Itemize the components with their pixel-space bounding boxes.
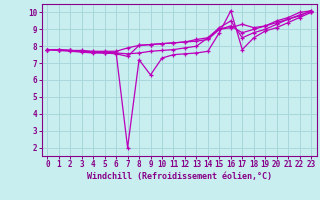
X-axis label: Windchill (Refroidissement éolien,°C): Windchill (Refroidissement éolien,°C) [87,172,272,181]
